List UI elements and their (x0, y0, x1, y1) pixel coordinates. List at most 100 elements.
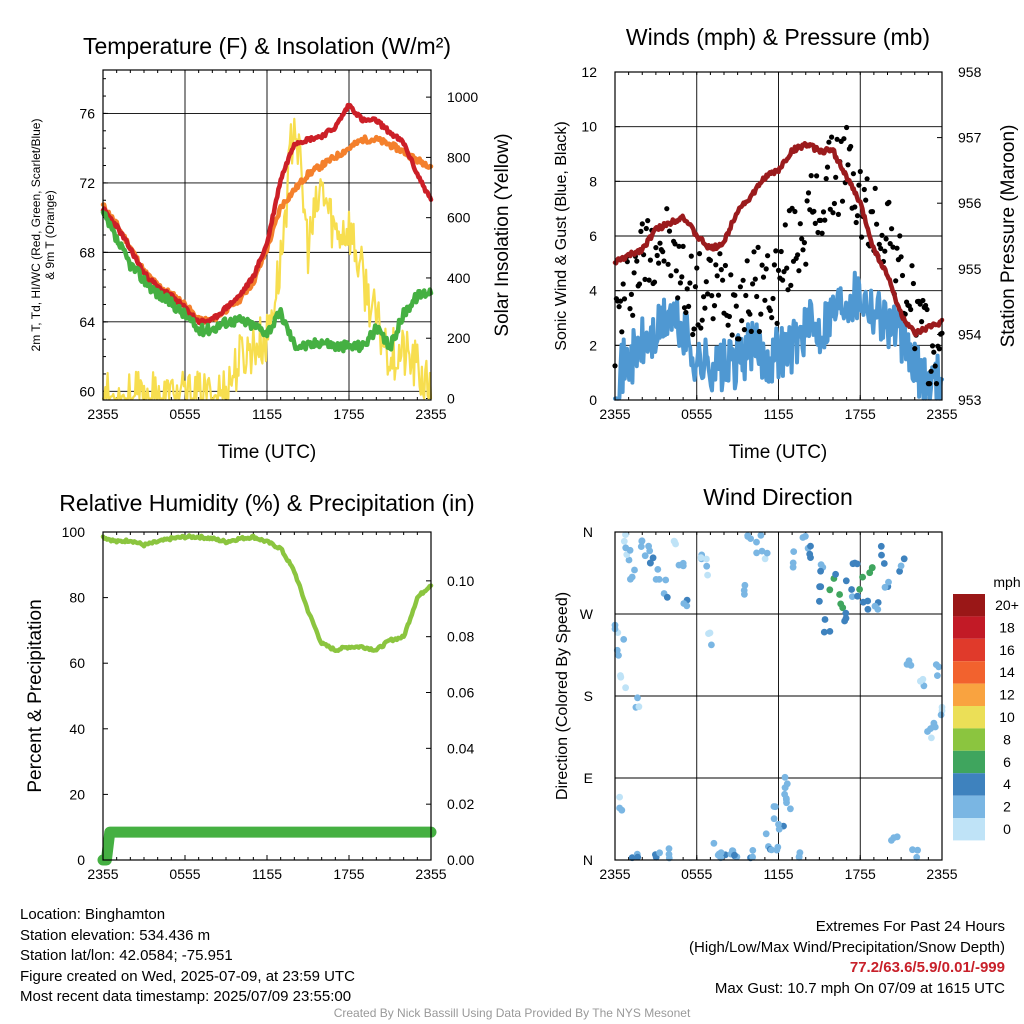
x-tick-label: 1755 (333, 866, 364, 882)
y-right-tick-label: 956 (958, 195, 982, 211)
direction-point (934, 672, 941, 679)
gust-point (758, 311, 764, 317)
gust-point (879, 232, 885, 238)
direction-point (740, 587, 748, 594)
gust-point (656, 260, 662, 266)
gust-point (773, 248, 779, 254)
y-tick-label: 64 (79, 314, 95, 330)
direction-point (913, 853, 921, 861)
direction-point (842, 609, 850, 617)
gust-point (755, 244, 761, 250)
gust-point (647, 257, 654, 263)
direction-point (741, 581, 749, 589)
direction-point (758, 547, 766, 555)
gust-point (872, 185, 878, 191)
gust-point (665, 261, 671, 267)
gust-point (636, 281, 643, 287)
direction-point (654, 566, 662, 573)
gust-point (691, 326, 697, 332)
gust-point (826, 139, 832, 145)
y-tick-label: 100 (62, 524, 86, 540)
gust-point (770, 295, 776, 302)
direction-point (839, 604, 847, 612)
direction-point (637, 543, 645, 550)
gust-point (664, 206, 670, 212)
direction-point (790, 548, 798, 555)
gust-point (621, 296, 628, 302)
direction-point (731, 851, 738, 859)
gust-point (869, 209, 876, 215)
gust-point (919, 319, 925, 325)
gust-point (823, 176, 829, 182)
gust-point (876, 241, 882, 247)
gust-point (841, 136, 847, 142)
series-2m-td (100, 209, 434, 354)
gust-point (617, 298, 624, 304)
gust-point (882, 248, 888, 254)
gust-point (894, 245, 900, 251)
x-tick-label: 1155 (252, 866, 282, 882)
gust-point (705, 291, 711, 297)
direction-point (652, 576, 660, 583)
gust-point (722, 262, 729, 269)
gust-point (751, 249, 757, 255)
gust-point (733, 303, 739, 309)
gust-point (690, 331, 696, 338)
y-right-axis-label: Solar Insolation (Yellow) (492, 133, 513, 336)
gust-point (740, 277, 746, 283)
gust-point (717, 251, 723, 257)
gust-point (917, 301, 923, 307)
gust-point (634, 258, 640, 264)
x-tick-label: 2355 (415, 406, 446, 422)
gust-point (710, 316, 716, 322)
gust-point (805, 190, 812, 196)
direction-point (626, 546, 634, 554)
gust-point (797, 221, 803, 227)
y-tick-label: E (584, 770, 593, 786)
direction-point (770, 803, 778, 810)
x-tick-label: 2355 (415, 866, 446, 882)
gust-point (898, 254, 904, 260)
gust-point (651, 279, 658, 285)
direction-point (665, 845, 673, 852)
credit-text: Created By Nick Bassill Using Data Provi… (333, 1006, 691, 1020)
gust-point (912, 346, 918, 352)
direction-point (848, 593, 856, 600)
y-tick-label: 4 (589, 283, 597, 299)
extremes-subtitle: (High/Low/Max Wind/Precipitation/Snow De… (689, 938, 1005, 956)
legend-label: 8 (1003, 731, 1011, 747)
gust-point (687, 280, 693, 286)
direction-point (782, 795, 790, 802)
gust-point (714, 273, 720, 279)
y-right-axis-label: Station Pressure (Maroon) (998, 125, 1019, 348)
gust-point (835, 211, 842, 217)
gust-point (829, 134, 835, 140)
gust-point (748, 328, 754, 334)
gust-point (763, 266, 769, 272)
y-axis-label: Percent & Precipitation (25, 599, 46, 792)
gust-point (739, 318, 745, 324)
direction-point (864, 605, 872, 613)
gust-point (747, 311, 753, 317)
x-tick-label: 0555 (169, 406, 200, 422)
direction-point (781, 773, 789, 781)
gust-point (848, 143, 854, 150)
gust-point (781, 269, 787, 275)
legend-label: 10 (999, 709, 1015, 725)
legend-swatch (953, 638, 985, 662)
gust-point (756, 328, 763, 335)
gust-point (856, 182, 862, 188)
gust-point (672, 241, 678, 247)
direction-point (817, 567, 824, 575)
x-tick-label: 2355 (926, 866, 957, 882)
y-tick-label: S (584, 688, 593, 704)
gust-point (728, 272, 734, 278)
gust-point (929, 343, 936, 349)
legend-swatch (953, 773, 985, 796)
gust-point (927, 381, 933, 387)
gust-point (936, 346, 942, 352)
gust-point (792, 208, 798, 215)
direction-point (622, 531, 629, 538)
direction-point (706, 629, 714, 637)
direction-point (893, 833, 901, 841)
